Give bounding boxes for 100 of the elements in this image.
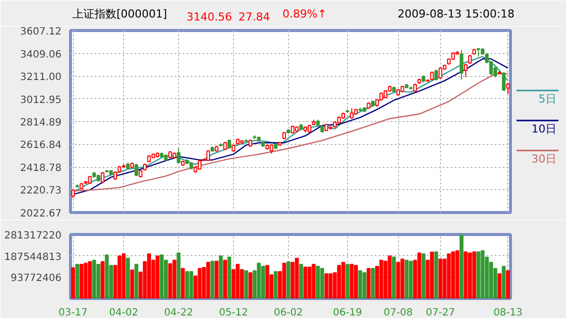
- bar: [84, 262, 88, 298]
- bar: [71, 267, 75, 298]
- text: 2009-08-13 15:00:18: [398, 8, 514, 20]
- bar: [248, 272, 252, 298]
- bar: [337, 265, 341, 298]
- x-tick-label: 05-12: [218, 308, 248, 318]
- y-tick-label: 2220.73: [20, 186, 62, 197]
- bar: [256, 262, 261, 298]
- bar: [168, 263, 172, 298]
- bar: [147, 253, 151, 298]
- bar: [455, 250, 460, 298]
- bar: [80, 264, 84, 298]
- bar: [218, 255, 223, 298]
- bar: [451, 251, 456, 298]
- bar: [341, 262, 346, 298]
- x-tick-label: 07-27: [426, 308, 455, 318]
- bar: [100, 261, 105, 298]
- bar: [198, 268, 202, 298]
- bar: [176, 252, 181, 298]
- bar: [506, 270, 510, 298]
- y-tick-label: 281317220: [4, 230, 62, 242]
- candlestick: [176, 148, 180, 164]
- bar: [379, 260, 384, 298]
- text: 3140.56: [186, 10, 232, 24]
- bar: [156, 255, 160, 298]
- legend-label: 5日: [538, 92, 556, 106]
- bar: [320, 268, 324, 298]
- bar: [498, 273, 502, 298]
- bar: [430, 252, 434, 298]
- bar: [299, 264, 303, 298]
- bar: [206, 262, 210, 298]
- y-tick-label: 3607.12: [20, 26, 62, 38]
- bar: [362, 272, 366, 298]
- bar: [312, 264, 316, 298]
- bar: [303, 266, 308, 298]
- y-tick-label: 2418.78: [20, 163, 62, 174]
- bar: [346, 264, 350, 298]
- bar: [210, 260, 214, 298]
- bar: [214, 260, 219, 298]
- bar: [480, 250, 485, 298]
- bar: [404, 260, 409, 298]
- x-tick-label: 04-22: [164, 308, 194, 318]
- y-tick-label: 2022.67: [20, 208, 62, 220]
- bar: [366, 268, 371, 298]
- x-tick-label: 06-19: [332, 308, 362, 318]
- text: 0.89%↑: [282, 8, 327, 20]
- bar: [417, 252, 422, 298]
- bar: [189, 271, 194, 298]
- bar: [422, 253, 426, 298]
- y-tick-label: 3012.95: [20, 94, 62, 106]
- bar: [316, 266, 320, 298]
- bar: [308, 266, 312, 298]
- x-tick-label: 06-02: [274, 308, 303, 318]
- bar: [354, 265, 358, 298]
- bar: [464, 251, 468, 298]
- bar: [126, 258, 130, 298]
- bar: [358, 270, 362, 298]
- y-tick-label: 93772406: [10, 273, 62, 284]
- bar: [261, 266, 265, 298]
- bar: [282, 262, 286, 298]
- bar: [96, 264, 100, 298]
- y-tick-label: 2814.89: [20, 118, 62, 128]
- bar: [294, 258, 299, 298]
- legend-label: 10日: [532, 122, 557, 136]
- bar: [370, 268, 375, 298]
- bar: [396, 262, 400, 298]
- bar: [118, 255, 122, 298]
- bar: [185, 271, 189, 298]
- bar: [392, 256, 396, 298]
- bar: [236, 264, 240, 298]
- y-tick-label: 3409.06: [20, 49, 62, 60]
- bar: [286, 261, 290, 298]
- bar: [104, 254, 109, 298]
- candlestick: [100, 172, 104, 184]
- candlestick: [460, 50, 464, 80]
- bar: [290, 262, 295, 298]
- bar: [88, 261, 92, 298]
- y-tick-label: 3211.00: [20, 72, 62, 83]
- chart-title: 上证指数[000001]: [72, 8, 168, 20]
- bar: [328, 273, 333, 298]
- y-tick-label: 2616.84: [20, 140, 62, 152]
- bar: [324, 273, 328, 298]
- candlestick: [134, 163, 138, 177]
- bar: [130, 270, 134, 298]
- text: 27.84: [238, 10, 270, 24]
- bar: [350, 264, 354, 298]
- x-tick-label: 03-17: [58, 308, 88, 318]
- bar: [438, 258, 442, 298]
- bar: [92, 260, 96, 298]
- candlestick: [206, 150, 210, 162]
- bar: [274, 271, 278, 298]
- x-tick-label: 08-13: [493, 308, 522, 318]
- bar: [460, 234, 464, 298]
- x-tick-label: 07-08: [384, 308, 413, 318]
- bar: [502, 266, 506, 298]
- bar: [244, 270, 248, 298]
- bar: [400, 258, 404, 298]
- bar: [227, 256, 232, 298]
- bar: [468, 252, 472, 298]
- bar: [265, 265, 270, 298]
